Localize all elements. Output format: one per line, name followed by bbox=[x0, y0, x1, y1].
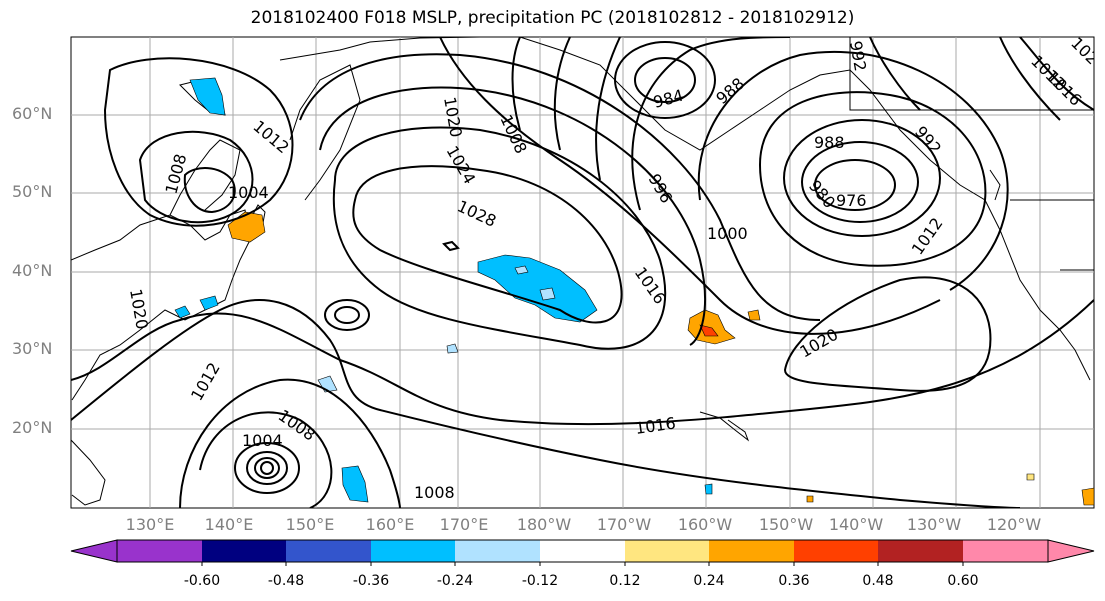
lon-label: 160°E bbox=[365, 515, 415, 534]
lon-label: 140°E bbox=[204, 515, 254, 534]
lon-label: 140°W bbox=[828, 515, 884, 534]
colorbar-label: 0.24 bbox=[693, 573, 725, 589]
colorbar bbox=[70, 539, 1095, 566]
precip-blue-okhotsk bbox=[189, 77, 226, 116]
colorbar-segment bbox=[286, 540, 371, 562]
isobar-label: 1000 bbox=[707, 224, 748, 243]
isobar-label: 1004 bbox=[242, 431, 283, 450]
lon-label: 130°E bbox=[125, 515, 175, 534]
lon-label: 120°W bbox=[986, 515, 1042, 534]
lat-label: 20°N bbox=[12, 418, 53, 437]
colorbar-label: -0.24 bbox=[436, 573, 474, 589]
colorbar-label: -0.60 bbox=[183, 573, 221, 589]
colorbar-segment bbox=[371, 540, 455, 562]
precip-orange-hawaii-north bbox=[687, 309, 736, 345]
colorbar-segment bbox=[963, 540, 1048, 562]
colorbar-segment bbox=[794, 540, 878, 562]
isobar-label: 988 bbox=[814, 133, 845, 152]
map-title: 2018102400 F018 MSLP, precipitation PC (… bbox=[250, 8, 855, 28]
lon-label: 150°W bbox=[758, 515, 814, 534]
colorbar-segment bbox=[202, 540, 286, 562]
lon-label: 160°W bbox=[677, 515, 733, 534]
colorbar-label: 0.12 bbox=[609, 573, 641, 589]
isobar-label: 976 bbox=[836, 191, 867, 210]
lon-label: 130°W bbox=[906, 515, 962, 534]
lat-label: 60°N bbox=[12, 104, 53, 123]
colorbar-segment bbox=[709, 540, 794, 562]
colorbar-label: -0.12 bbox=[521, 573, 559, 589]
colorbar-label: -0.48 bbox=[267, 573, 305, 589]
isobar-label: 1004 bbox=[228, 183, 269, 202]
precip-blue-central bbox=[477, 254, 598, 323]
colorbar-label: 0.36 bbox=[778, 573, 810, 589]
lon-label: 170°E bbox=[439, 515, 489, 534]
lon-label: 170°W bbox=[596, 515, 652, 534]
lat-label: 30°N bbox=[12, 339, 53, 358]
lon-label: 150°E bbox=[285, 515, 335, 534]
colorbar-label: 0.48 bbox=[862, 573, 894, 589]
colorbar-segment bbox=[117, 540, 202, 562]
colorbar-segment bbox=[455, 540, 540, 562]
colorbar-label: 0.60 bbox=[947, 573, 979, 589]
lat-label: 40°N bbox=[12, 261, 53, 280]
coastlines bbox=[71, 37, 1094, 506]
isobar-label: 1008 bbox=[414, 483, 455, 502]
colorbar-outline bbox=[116, 539, 1049, 563]
precipitation-patches bbox=[174, 77, 1094, 506]
colorbar-segment bbox=[625, 540, 709, 562]
graticule bbox=[71, 37, 1094, 508]
colorbar-segment bbox=[540, 540, 625, 562]
isobars bbox=[71, 37, 1094, 508]
colorbar-arrow-right bbox=[1047, 539, 1095, 563]
colorbar-arrow-left bbox=[70, 539, 118, 563]
lat-label: 50°N bbox=[12, 182, 53, 201]
colorbar-segment bbox=[878, 540, 963, 562]
colorbar-label: -0.36 bbox=[352, 573, 390, 589]
lon-label: 180°W bbox=[516, 515, 572, 534]
